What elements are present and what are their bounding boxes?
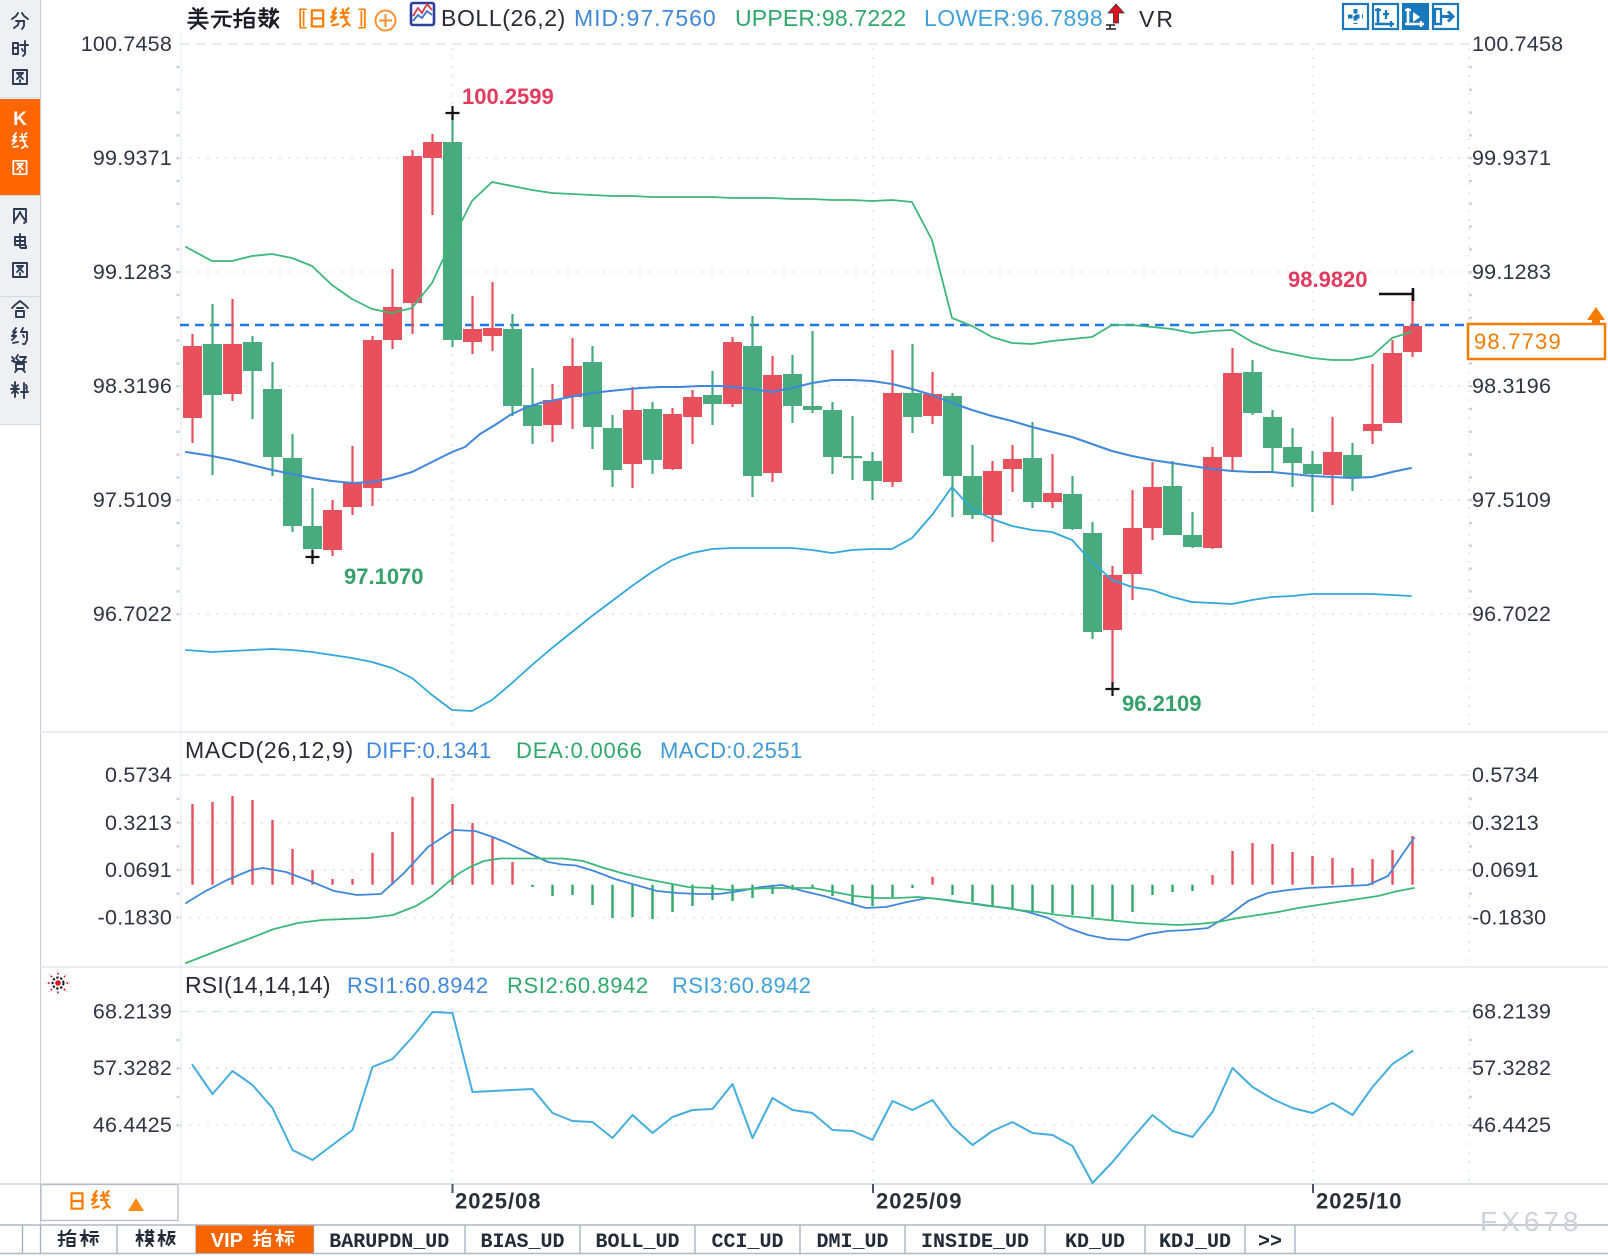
svg-text:DEA:0.0066: DEA:0.0066 <box>516 738 643 763</box>
svg-text:RSI2:60.8942: RSI2:60.8942 <box>507 973 649 998</box>
svg-text:RSI(14,14,14): RSI(14,14,14) <box>185 972 331 998</box>
svg-text:DIFF:0.1341: DIFF:0.1341 <box>366 738 492 763</box>
svg-text:BARUPDN_UD: BARUPDN_UD <box>329 1231 449 1254</box>
svg-text:98.9820: 98.9820 <box>1288 267 1368 292</box>
svg-text:99.9371: 99.9371 <box>1472 146 1551 170</box>
svg-text:96.7022: 96.7022 <box>1472 602 1551 626</box>
svg-text:RSI3:60.8942: RSI3:60.8942 <box>672 973 811 998</box>
svg-text:KD_UD: KD_UD <box>1065 1231 1125 1254</box>
svg-text:MACD:0.2551: MACD:0.2551 <box>660 738 803 763</box>
svg-text:BOLL(26,2): BOLL(26,2) <box>441 5 566 31</box>
svg-text:98.3196: 98.3196 <box>1472 374 1551 398</box>
svg-text:FX678: FX678 <box>1480 1206 1583 1237</box>
svg-text:2025/09: 2025/09 <box>876 1189 963 1214</box>
svg-text:CCI_UD: CCI_UD <box>711 1231 783 1254</box>
svg-text:UPPER:98.7222: UPPER:98.7222 <box>735 5 906 31</box>
svg-text:MID:97.7560: MID:97.7560 <box>574 5 717 31</box>
svg-text:100.7458: 100.7458 <box>1472 32 1563 56</box>
svg-text:0.5734: 0.5734 <box>1472 763 1539 787</box>
svg-text:0.0691: 0.0691 <box>1472 858 1539 882</box>
svg-text:96.7022: 96.7022 <box>93 602 172 626</box>
svg-text:97.5109: 97.5109 <box>93 488 172 512</box>
svg-text:VR: VR <box>1139 6 1175 32</box>
svg-text:-0.1830: -0.1830 <box>1472 906 1546 930</box>
svg-text:0.3213: 0.3213 <box>1472 811 1539 835</box>
svg-text:99.9371: 99.9371 <box>93 146 172 170</box>
svg-text:96.2109: 96.2109 <box>1122 691 1202 716</box>
svg-text:98.3196: 98.3196 <box>93 374 172 398</box>
svg-text:0.3213: 0.3213 <box>105 811 172 835</box>
svg-text:100.2599: 100.2599 <box>462 84 554 109</box>
svg-text:46.4425: 46.4425 <box>93 1113 172 1137</box>
svg-text:57.3282: 57.3282 <box>1472 1056 1551 1080</box>
svg-text:99.1283: 99.1283 <box>1472 260 1551 284</box>
svg-text:57.3282: 57.3282 <box>93 1056 172 1080</box>
svg-text:100.7458: 100.7458 <box>81 32 172 56</box>
svg-text:INSIDE_UD: INSIDE_UD <box>921 1231 1029 1254</box>
svg-text:99.1283: 99.1283 <box>93 260 172 284</box>
svg-text:2025/10: 2025/10 <box>1316 1189 1403 1214</box>
svg-text:MACD(26,12,9): MACD(26,12,9) <box>185 737 354 763</box>
svg-text:VIP: VIP <box>211 1230 243 1252</box>
svg-text:>>: >> <box>1258 1231 1282 1254</box>
svg-text:2025/08: 2025/08 <box>455 1189 542 1214</box>
svg-text:BOLL_UD: BOLL_UD <box>595 1231 679 1254</box>
svg-text:DMI_UD: DMI_UD <box>816 1231 888 1254</box>
svg-text:97.5109: 97.5109 <box>1472 488 1551 512</box>
svg-text:46.4425: 46.4425 <box>1472 1113 1551 1137</box>
svg-text:0.5734: 0.5734 <box>105 763 172 787</box>
svg-text:RSI1:60.8942: RSI1:60.8942 <box>347 973 489 998</box>
svg-text:K: K <box>13 109 27 130</box>
svg-text:-0.1830: -0.1830 <box>98 906 172 930</box>
svg-text:68.2139: 68.2139 <box>1472 1000 1551 1024</box>
svg-text:68.2139: 68.2139 <box>93 1000 172 1024</box>
svg-text:97.1070: 97.1070 <box>344 564 424 589</box>
svg-text:98.7739: 98.7739 <box>1474 329 1562 354</box>
svg-text:0.0691: 0.0691 <box>105 858 172 882</box>
svg-text:BIAS_UD: BIAS_UD <box>480 1231 564 1254</box>
svg-text:KDJ_UD: KDJ_UD <box>1159 1231 1231 1254</box>
svg-text:LOWER:96.7898: LOWER:96.7898 <box>924 5 1103 31</box>
